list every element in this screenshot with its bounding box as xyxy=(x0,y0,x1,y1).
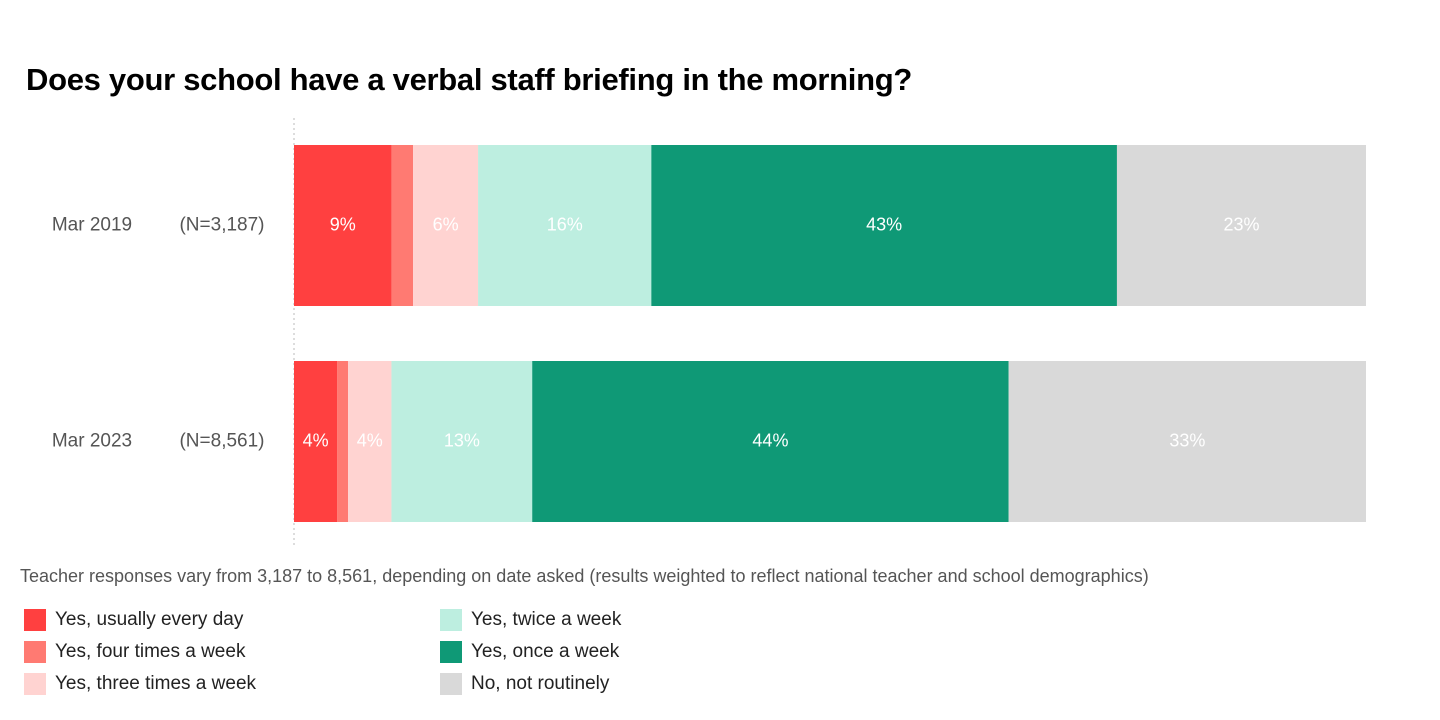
data-label-mar-2023-yes-three-times-a-week: 4% xyxy=(357,430,383,450)
bars-layer: Mar 2019 (N=3,187) 9% 6% 16% 43% 23% Mar 2023 (N… xyxy=(52,145,1366,522)
bar-mar-2023-yes-four-times-a-week xyxy=(337,361,349,522)
legend-swatch xyxy=(440,673,462,695)
legend-label: Yes, twice a week xyxy=(471,609,622,630)
bar-mar-2023-yes-usually-every-day xyxy=(294,361,338,522)
chart-title: Does your school have a verbal staff bri… xyxy=(26,62,913,97)
data-label-mar-2019-yes-twice-a-week: 16% xyxy=(547,214,583,234)
legend-item-yes-usually-every-day: Yes, usually every day xyxy=(24,608,243,632)
legend-label: Yes, once a week xyxy=(471,641,620,662)
bar-mar-2019-yes-four-times-a-week xyxy=(391,145,414,306)
bar-mar-2023-yes-three-times-a-week xyxy=(348,361,392,522)
legend-item-yes-three-times-a-week: Yes, three times a week xyxy=(24,672,256,696)
legend-item-yes-four-times-a-week: Yes, four times a week xyxy=(24,640,245,664)
legend-item-yes-once-a-week: Yes, once a week xyxy=(440,640,619,664)
data-label-mar-2019-yes-usually-every-day: 9% xyxy=(330,214,356,234)
row-label-mar-2019: Mar 2019 xyxy=(52,215,132,236)
legend-swatch xyxy=(24,673,46,695)
legend-item-no-not-routinely: No, not routinely xyxy=(440,672,609,696)
data-label-mar-2019-yes-three-times-a-week: 6% xyxy=(433,214,459,234)
bar-mar-2023-yes-twice-a-week xyxy=(391,361,533,522)
row-sample-size-mar-2019: (N=3,187) xyxy=(179,215,264,236)
row-sample-size-mar-2023: (N=8,561) xyxy=(179,431,264,452)
bar-mar-2019-yes-three-times-a-week xyxy=(413,145,479,306)
row-label-mar-2023: Mar 2023 xyxy=(52,431,132,452)
bar-mar-2019-yes-twice-a-week xyxy=(478,145,652,306)
bar-mar-2019-yes-once-a-week xyxy=(651,145,1117,306)
bar-mar-2023-no-not-routinely xyxy=(1008,361,1366,522)
data-label-mar-2023-yes-once-a-week: 44% xyxy=(752,430,788,450)
legend-swatch xyxy=(24,641,46,663)
data-label-mar-2023-yes-usually-every-day: 4% xyxy=(303,430,329,450)
legend: Yes, usually every day Yes, four times a … xyxy=(24,608,744,704)
bar-mar-2019-no-not-routinely xyxy=(1116,145,1366,306)
legend-label: No, not routinely xyxy=(471,673,610,694)
legend-swatch xyxy=(440,609,462,631)
stacked-bar-chart: Mar 2019 (N=3,187) 9% 6% 16% 43% 23% Mar 2023 (N… xyxy=(52,118,1366,548)
data-label-mar-2023-yes-twice-a-week: 13% xyxy=(444,430,480,450)
legend-item-yes-twice-a-week: Yes, twice a week xyxy=(440,608,621,632)
legend-label: Yes, usually every day xyxy=(55,609,244,630)
chart-note: Teacher responses vary from 3,187 to 8,5… xyxy=(20,566,1149,586)
legend-swatch xyxy=(440,641,462,663)
legend-label: Yes, four times a week xyxy=(55,641,246,662)
data-label-mar-2023-no-not-routinely: 33% xyxy=(1169,430,1205,450)
legend-label: Yes, three times a week xyxy=(55,673,257,694)
bar-mar-2019-yes-usually-every-day xyxy=(294,145,392,306)
data-label-mar-2019-no-not-routinely: 23% xyxy=(1223,214,1259,234)
data-label-mar-2019-yes-once-a-week: 43% xyxy=(866,214,902,234)
bar-mar-2023-yes-once-a-week xyxy=(532,361,1009,522)
legend-swatch xyxy=(24,609,46,631)
